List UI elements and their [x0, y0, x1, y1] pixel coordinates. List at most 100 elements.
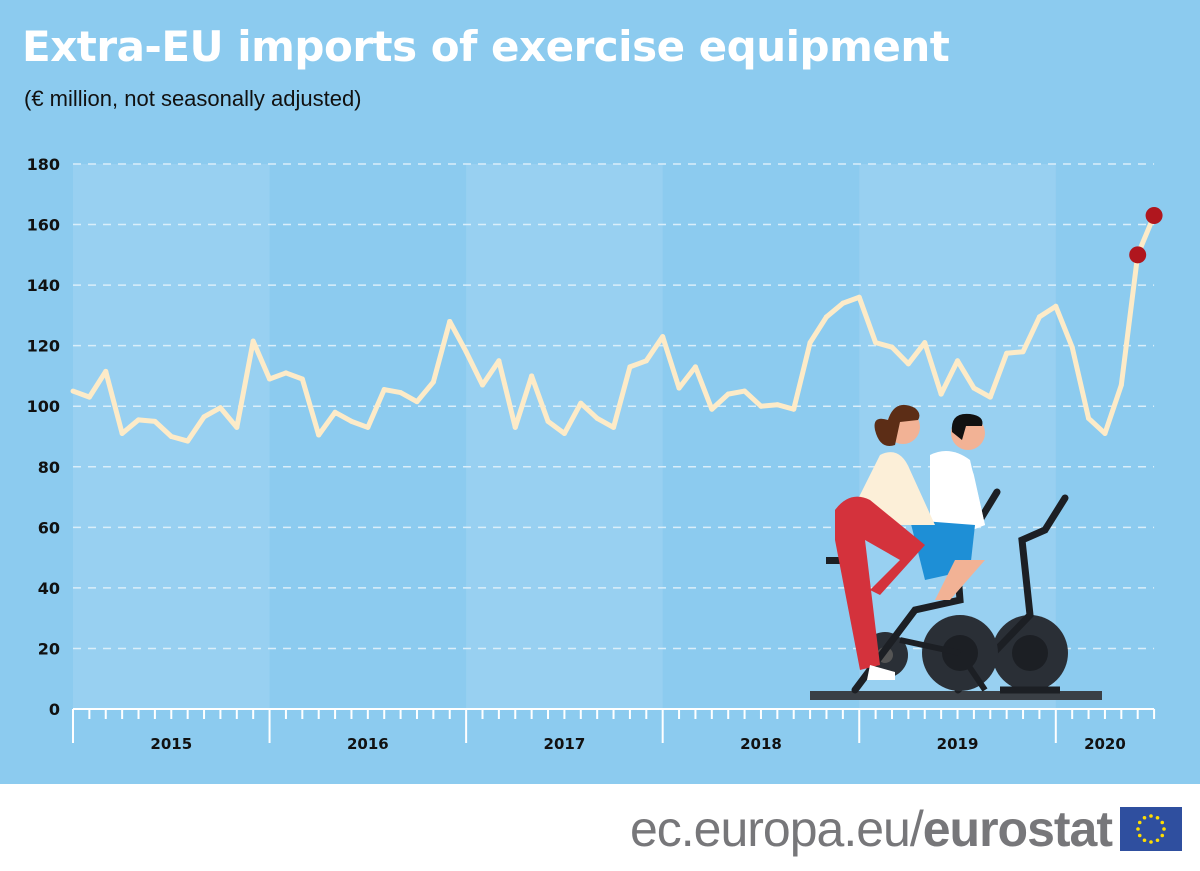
flag-star: [1155, 838, 1160, 843]
chart-title: Extra-EU imports of exercise equipment: [22, 22, 950, 71]
data-point: [1020, 349, 1026, 355]
data-point: [267, 376, 273, 382]
data-point: [70, 388, 76, 394]
data-point: [168, 434, 174, 439]
data-point: [627, 364, 633, 370]
flag-star: [1160, 820, 1165, 825]
data-point: [660, 334, 666, 340]
y-tick-label: 180: [27, 155, 60, 174]
data-point: [545, 418, 551, 424]
data-point: [905, 361, 911, 367]
man-cyclist: [910, 413, 985, 600]
data-point: [1036, 314, 1042, 320]
data-point: [676, 385, 682, 391]
url-prefix: ec.europa.eu/: [629, 801, 924, 857]
eurostat-brand: eurostat: [922, 801, 1113, 857]
flag-star: [1137, 820, 1142, 825]
data-point: [185, 438, 191, 444]
data-point: [856, 294, 862, 300]
x-tick-label: 2015: [150, 735, 192, 753]
y-tick-label: 120: [27, 337, 60, 356]
data-point: [234, 424, 240, 430]
data-point: [1102, 430, 1108, 436]
exercise-bike-back: [954, 494, 1069, 694]
y-tick-label: 80: [38, 458, 60, 477]
data-point: [807, 340, 813, 346]
data-point: [725, 391, 731, 397]
data-point: [529, 373, 535, 379]
highlighted-data-point: [1129, 246, 1147, 264]
y-tick-label: 60: [38, 518, 60, 537]
data-point: [480, 382, 485, 388]
data-point: [742, 388, 748, 394]
data-point: [332, 409, 338, 415]
data-point: [578, 400, 584, 406]
x-tick-label: 2020: [1084, 735, 1126, 753]
data-point: [250, 338, 256, 344]
data-point: [414, 399, 420, 405]
data-point: [692, 364, 698, 370]
data-point: [791, 406, 797, 412]
data-point: [873, 340, 879, 346]
data-point: [103, 368, 109, 374]
data-point: [512, 424, 518, 430]
data-point: [201, 414, 207, 420]
y-tick-label: 40: [38, 579, 60, 598]
y-tick-label: 160: [27, 216, 60, 235]
data-point: [299, 376, 305, 382]
cyclists-illustration: [810, 404, 1102, 700]
data-point: [1118, 382, 1124, 388]
footer: [0, 784, 1200, 871]
data-point: [922, 340, 928, 346]
data-point: [938, 391, 944, 397]
data-point: [447, 318, 453, 324]
data-point: [840, 300, 846, 306]
y-tick-label: 20: [38, 639, 60, 658]
year-band: [466, 164, 663, 709]
flag-star: [1162, 827, 1166, 831]
data-point: [823, 314, 829, 320]
y-tick-label: 100: [27, 397, 60, 416]
data-point: [971, 385, 977, 391]
data-point: [365, 424, 371, 430]
data-point: [217, 405, 223, 411]
flag-star: [1142, 838, 1147, 843]
x-tick-label: 2019: [937, 735, 979, 753]
flag-star: [1136, 827, 1140, 831]
data-point: [758, 403, 764, 409]
data-point: [283, 370, 289, 376]
data-point: [430, 379, 436, 385]
flag-star: [1149, 814, 1153, 818]
flag-star: [1160, 833, 1165, 838]
flag-star: [1137, 833, 1142, 838]
x-tick-label: 2017: [544, 735, 586, 753]
data-point: [152, 418, 158, 424]
y-tick-label: 0: [49, 700, 60, 719]
y-tick-label: 140: [27, 276, 60, 295]
data-point: [561, 430, 567, 436]
line-chart: 0 20 40 60 80 100 120 140 160 180 2015 2016 2017 201…: [27, 155, 1163, 753]
data-point: [889, 344, 895, 350]
data-point: [463, 349, 469, 355]
footer-url[interactable]: ec.europa.eu/eurostat: [629, 800, 1113, 858]
flag-star: [1155, 815, 1160, 820]
platform: [810, 691, 1102, 700]
data-point: [381, 387, 387, 393]
chart-subtitle: (€ million, not seasonally adjusted): [24, 86, 362, 111]
data-point: [119, 430, 125, 436]
data-point: [1004, 350, 1010, 356]
data-point: [709, 406, 715, 412]
data-point: [643, 358, 649, 364]
data-point: [398, 390, 404, 396]
data-point: [1053, 303, 1059, 309]
data-point: [611, 424, 617, 430]
highlighted-data-point: [1145, 206, 1163, 224]
eu-flag-icon: [1120, 807, 1182, 851]
woman-cyclist: [835, 404, 935, 680]
data-point: [594, 415, 600, 421]
data-point: [496, 358, 502, 364]
data-point: [987, 394, 993, 400]
data-point: [1069, 344, 1075, 350]
flag-star: [1142, 815, 1147, 820]
data-point: [955, 358, 961, 364]
